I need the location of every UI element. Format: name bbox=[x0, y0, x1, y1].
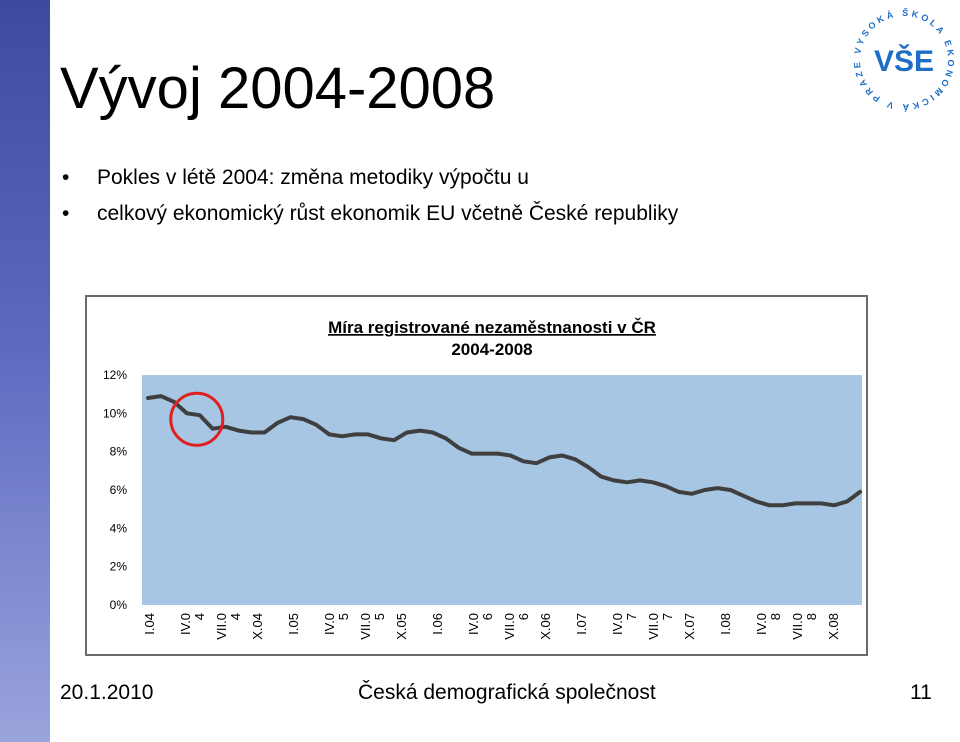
x-tick-label-line: VII.0 bbox=[646, 613, 661, 640]
chart-title: Míra registrované nezaměstnanosti v ČR bbox=[328, 318, 656, 337]
x-tick-label: I.05 bbox=[286, 613, 301, 635]
x-tick-label-line: VII.0 bbox=[214, 613, 229, 640]
x-tick-label-line: X.06 bbox=[538, 613, 553, 640]
x-tick-label-line: IV.0 bbox=[466, 613, 481, 635]
x-tick-label: VII.08 bbox=[790, 613, 819, 640]
x-tick-label: X.05 bbox=[394, 613, 409, 640]
logo-background bbox=[852, 8, 956, 112]
x-tick-label-line: VII.0 bbox=[790, 613, 805, 640]
x-tick-label: IV.07 bbox=[610, 613, 639, 635]
x-tick-label: IV.06 bbox=[466, 613, 495, 635]
x-tick-label: IV.05 bbox=[322, 613, 351, 635]
x-tick-label-line: 4 bbox=[228, 613, 243, 620]
y-tick-label: 2% bbox=[110, 560, 128, 574]
x-tick-label-line: 8 bbox=[768, 613, 783, 620]
x-tick-label-line: IV.0 bbox=[322, 613, 337, 635]
x-tick-label: VII.05 bbox=[358, 613, 387, 640]
y-tick-label: 10% bbox=[103, 406, 127, 420]
slide-title: Vývoj 2004-2008 bbox=[60, 56, 496, 121]
x-tick-label: I.04 bbox=[142, 613, 157, 635]
chart-container: Míra registrované nezaměstnanosti v ČR 20… bbox=[85, 295, 868, 656]
x-tick-label: I.06 bbox=[430, 613, 445, 635]
x-tick-label-line: VII.0 bbox=[358, 613, 373, 640]
y-tick-label: 0% bbox=[110, 598, 128, 612]
x-tick-label: VII.07 bbox=[646, 613, 675, 640]
x-tick-label: VII.04 bbox=[214, 613, 243, 640]
y-tick-label: 6% bbox=[110, 483, 128, 497]
vse-logo: VYSOKÁ ŠKOLA EKONOMICKÁ V PRAZE VŠE bbox=[852, 7, 956, 112]
x-tick-label-line: 5 bbox=[372, 613, 387, 620]
x-tick-label-line: 5 bbox=[336, 613, 351, 620]
x-tick-label: X.08 bbox=[826, 613, 841, 640]
x-tick-label-line: X.07 bbox=[682, 613, 697, 640]
x-tick-label-line: IV.0 bbox=[754, 613, 769, 635]
plot-area bbox=[142, 375, 862, 605]
unemployment-chart: Míra registrované nezaměstnanosti v ČR 20… bbox=[103, 318, 862, 640]
x-tick-label-line: 7 bbox=[660, 613, 675, 620]
x-tick-label-line: I.04 bbox=[142, 613, 157, 635]
x-tick-label-line: IV.0 bbox=[610, 613, 625, 635]
chart-subtitle: 2004-2008 bbox=[451, 340, 532, 359]
x-tick-label-line: X.05 bbox=[394, 613, 409, 640]
x-tick-label-line: 4 bbox=[192, 613, 207, 620]
x-tick-label-line: 6 bbox=[516, 613, 531, 620]
x-tick-label-line: X.08 bbox=[826, 613, 841, 640]
logo-mark: VŠE bbox=[874, 44, 934, 78]
slide-side-bar bbox=[0, 0, 50, 742]
x-tick-label: I.07 bbox=[574, 613, 589, 635]
page-number: 11 bbox=[910, 681, 932, 704]
y-tick-label: 4% bbox=[110, 521, 128, 535]
x-tick-label-line: 6 bbox=[480, 613, 495, 620]
x-tick-label: I.08 bbox=[718, 613, 733, 635]
x-tick-label-line: 7 bbox=[624, 613, 639, 620]
bullet-list: Pokles v létě 2004: změna metodiky výpoč… bbox=[62, 160, 678, 232]
footer-organization: Česká demografická společnost bbox=[358, 681, 656, 704]
x-tick-label-line: I.06 bbox=[430, 613, 445, 635]
x-tick-label-line: IV.0 bbox=[178, 613, 193, 635]
x-tick-label-line: 8 bbox=[804, 613, 819, 620]
x-tick-label: X.07 bbox=[682, 613, 697, 640]
series-line bbox=[146, 394, 862, 508]
x-tick-label: X.04 bbox=[250, 613, 265, 640]
annotation-circle bbox=[169, 391, 225, 447]
y-tick-label: 12% bbox=[103, 368, 127, 382]
x-tick-label-line: I.05 bbox=[286, 613, 301, 635]
x-tick-label: IV.08 bbox=[754, 613, 783, 635]
x-tick-label-line: X.04 bbox=[250, 613, 265, 640]
footer-date: 20.1.2010 bbox=[60, 681, 154, 704]
x-tick-label: IV.04 bbox=[178, 613, 207, 635]
x-tick-label: VII.06 bbox=[502, 613, 531, 640]
bullet-item: Pokles v létě 2004: změna metodiky výpoč… bbox=[62, 160, 678, 196]
x-tick-label-line: VII.0 bbox=[502, 613, 517, 640]
x-tick-label: X.06 bbox=[538, 613, 553, 640]
x-tick-label-line: I.07 bbox=[574, 613, 589, 635]
y-tick-label: 8% bbox=[110, 445, 128, 459]
bullet-item: celkový ekonomický růst ekonomik EU včet… bbox=[62, 196, 678, 232]
x-tick-label-line: I.08 bbox=[718, 613, 733, 635]
